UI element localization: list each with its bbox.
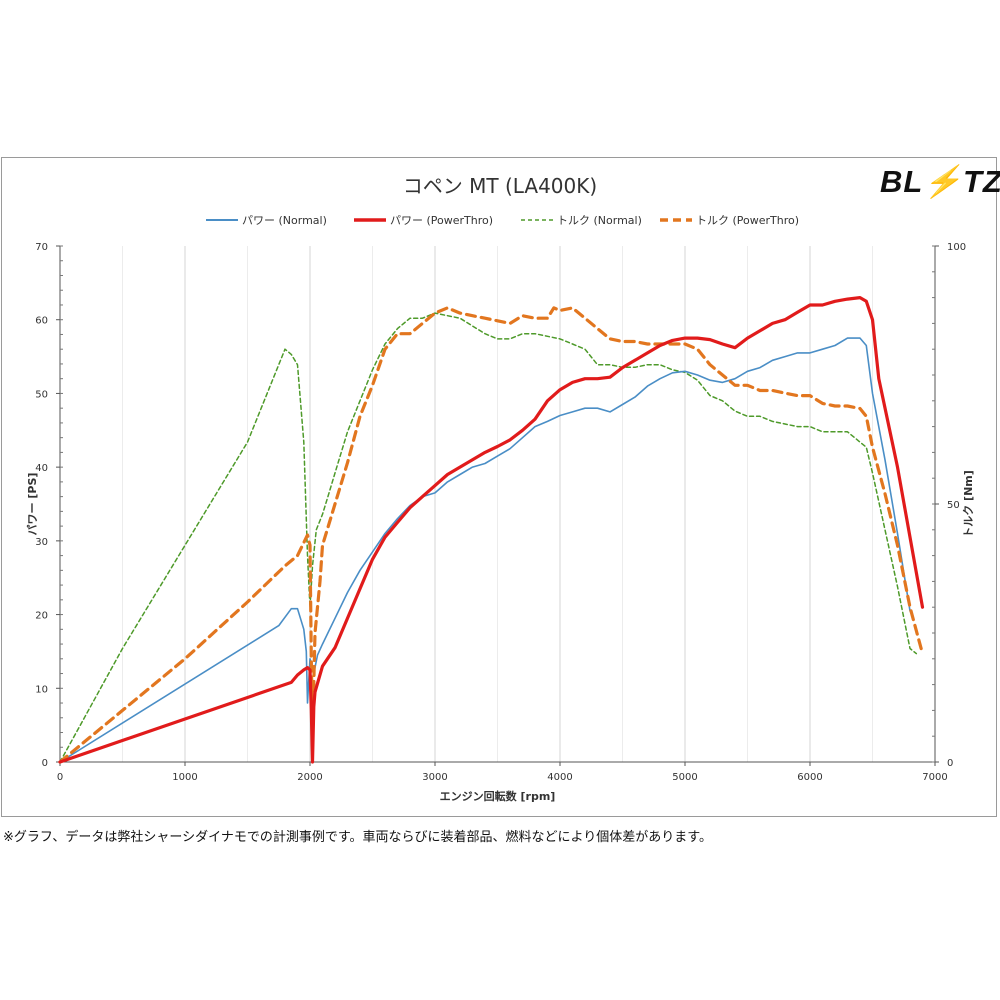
- x-axis-label: エンジン回転数 [rpm]: [440, 789, 556, 803]
- x-tick-label: 5000: [672, 772, 697, 783]
- y-right-tick-label: 50: [947, 500, 960, 511]
- legend-item-power-normal: パワー (Normal): [206, 212, 327, 228]
- chart-title: コペン MT (LA400K): [402, 174, 598, 198]
- legend-label-power-normal: パワー (Normal): [242, 214, 327, 227]
- legend-swatch-power-powerthro: [354, 218, 386, 222]
- series-line-power-powerthro: [58, 296, 925, 764]
- legend-item-torque-powerthro: トルク (PowerThro): [660, 212, 799, 228]
- y-left-tick-label: 30: [35, 537, 48, 548]
- legend-label-power-powerthro: パワー (PowerThro): [390, 214, 494, 227]
- series-line-power-normal: [59, 337, 911, 763]
- y-left-tick-label: 40: [35, 463, 48, 474]
- x-tick-label: 7000: [922, 772, 947, 783]
- footnote: ※グラフ、データは弊社シャーシダイナモでの計測事例です。車両ならびに装着部品、燃…: [3, 830, 712, 845]
- x-tick-label: 6000: [797, 772, 822, 783]
- legend-swatch-torque-powerthro: [660, 218, 692, 222]
- y-right-tick-label: 100: [947, 242, 966, 253]
- y-axis-label-left: パワー [PS]: [26, 473, 39, 536]
- y-left-tick-label: 50: [35, 389, 48, 400]
- y-left-tick-label: 10: [35, 684, 48, 695]
- y-left-tick-label: 70: [35, 242, 48, 253]
- y-axis-label-right: トルク [Nm]: [962, 470, 975, 538]
- chart-frame: [1, 157, 997, 817]
- x-tick-label: 2000: [297, 772, 322, 783]
- x-tick-label: 4000: [547, 772, 572, 783]
- legend-swatch-torque-normal: [521, 219, 553, 221]
- brand-logo: BL⚡TZ: [880, 164, 1000, 199]
- series-line-torque-normal: [59, 312, 918, 763]
- y-left-tick-label: 60: [35, 316, 48, 327]
- legend-label-torque-normal: トルク (Normal): [557, 214, 642, 227]
- y-right-tick-label: 0: [947, 758, 953, 769]
- y-left-tick-label: 20: [35, 611, 48, 622]
- series-line-torque-powerthro: [58, 306, 925, 764]
- legend-swatch-power-normal: [206, 219, 238, 221]
- legend-item-power-powerthro: パワー (PowerThro): [354, 212, 493, 228]
- legend-item-torque-normal: トルク (Normal): [521, 212, 642, 228]
- y-left-tick-label: 0: [42, 758, 48, 769]
- x-tick-label: 0: [57, 772, 63, 783]
- chart-legend: パワー (Normal) パワー (PowerThro) トルク (Normal…: [0, 212, 1000, 230]
- x-tick-label: 1000: [172, 772, 197, 783]
- legend-label-torque-powerthro: トルク (PowerThro): [696, 214, 800, 227]
- x-tick-label: 3000: [422, 772, 447, 783]
